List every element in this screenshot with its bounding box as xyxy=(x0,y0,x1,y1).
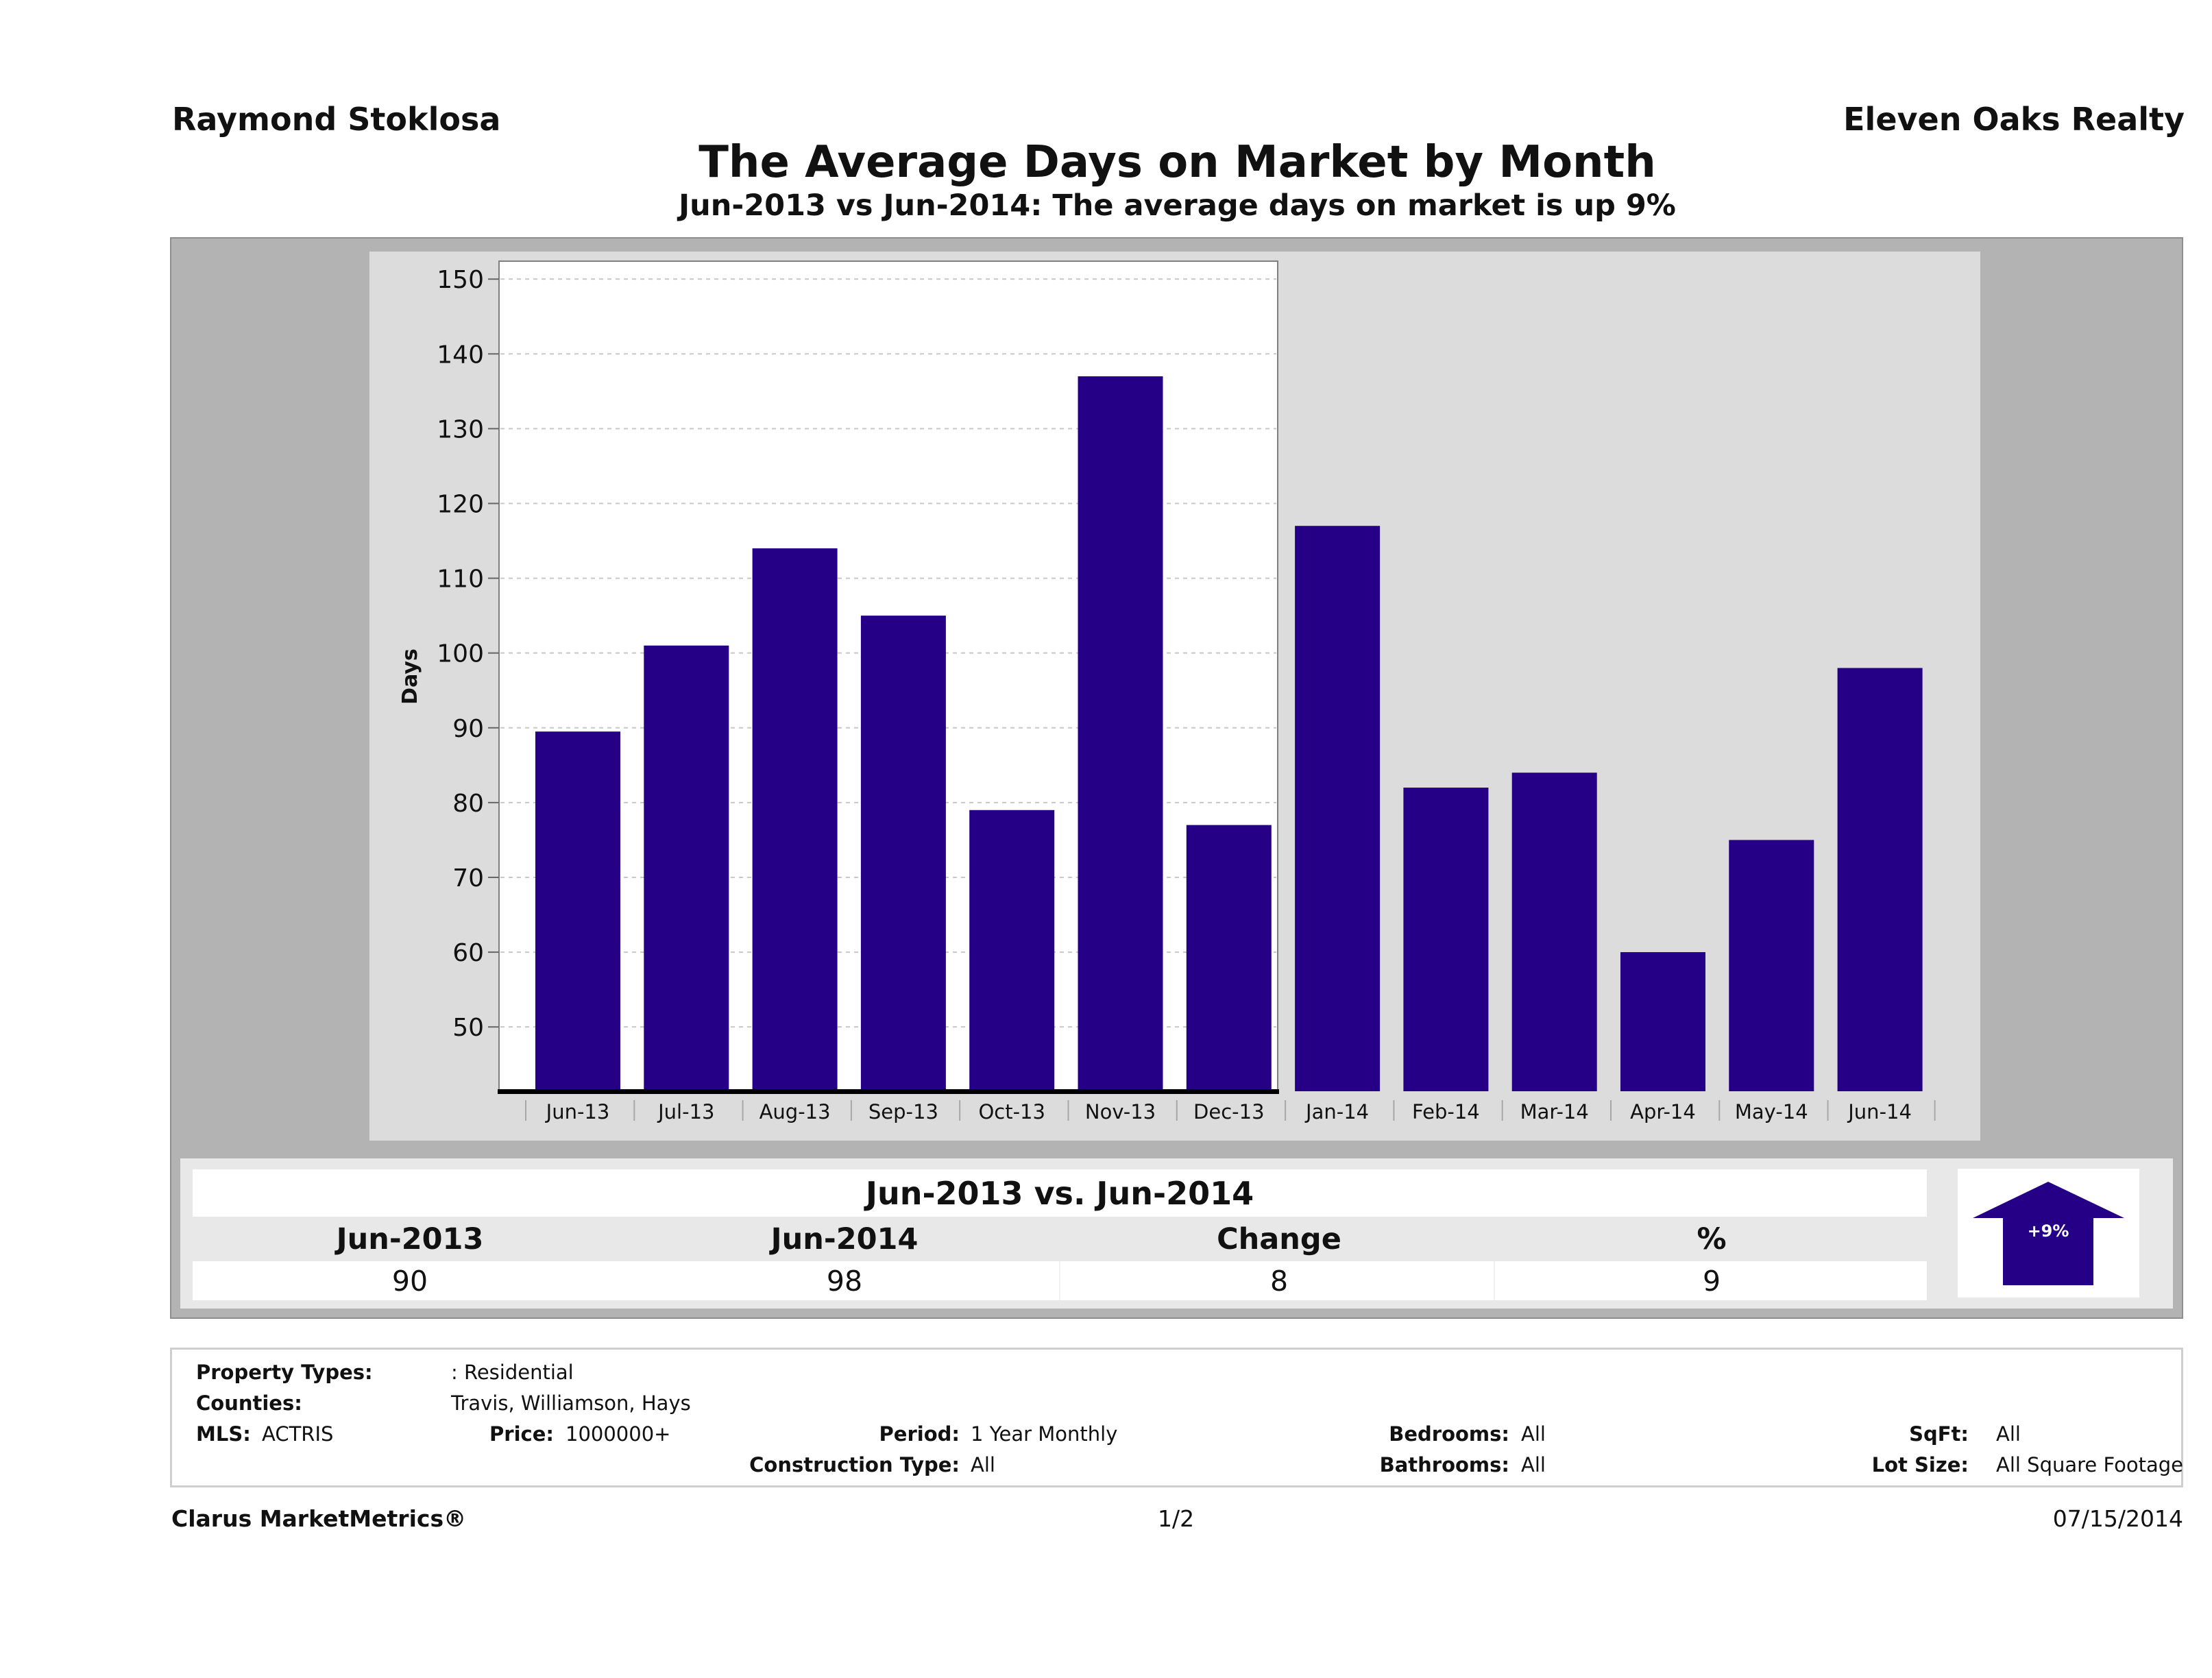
price-label: Price: xyxy=(489,1422,554,1446)
y-tick-label: 150 xyxy=(437,266,484,294)
x-tick-label: Feb-14 xyxy=(1412,1100,1480,1123)
summary-title-row: Jun-2013 vs. Jun-2014 xyxy=(193,1169,1927,1217)
y-tick-label: 130 xyxy=(437,415,484,443)
header-jun-2014: Jun-2014 xyxy=(770,1221,919,1256)
mls-value: ACTRIS xyxy=(262,1422,334,1446)
report-date: 07/15/2014 xyxy=(2052,1505,2183,1532)
x-tick-label: Jul-13 xyxy=(657,1100,714,1123)
bar-jun-13 xyxy=(535,731,620,1091)
lot-size-value: All Square Footage xyxy=(1996,1453,2184,1476)
footer-brand: Clarus MarketMetrics® xyxy=(171,1505,467,1532)
page-number: 1/2 xyxy=(1158,1505,1195,1532)
x-tick-label: Mar-14 xyxy=(1520,1100,1589,1123)
value-jun-2014: 98 xyxy=(826,1264,863,1298)
y-tick-label: 110 xyxy=(437,566,484,594)
bar-oct-13 xyxy=(969,810,1055,1091)
summary-header-row: Jun-2013 Jun-2014 Change % xyxy=(193,1217,1927,1261)
bar-apr-14 xyxy=(1620,952,1705,1091)
x-tick-label: Aug-13 xyxy=(759,1100,831,1123)
bar-mar-14 xyxy=(1511,773,1597,1091)
property-types-label: Property Types: xyxy=(196,1361,373,1384)
y-tick-label: 70 xyxy=(452,864,484,892)
y-axis-ticks: 50 60 70 80 90 100 110 120 130 140 150 xyxy=(437,266,499,1042)
y-axis-label: Days xyxy=(398,648,422,705)
bar-jul-13 xyxy=(644,645,729,1091)
price-value: 1000000+ xyxy=(566,1422,671,1446)
period-value: 1 Year Monthly xyxy=(971,1422,1118,1446)
trend-indicator: +9% xyxy=(1958,1169,2139,1298)
value-percent: 9 xyxy=(1702,1264,1721,1298)
brokerage-name: Eleven Oaks Realty xyxy=(1843,101,2185,138)
value-change: 8 xyxy=(1269,1264,1289,1298)
x-tick-label: Oct-13 xyxy=(978,1100,1045,1123)
bar-may-14 xyxy=(1729,840,1814,1091)
x-tick-label: Sep-13 xyxy=(868,1100,938,1123)
cell-divider xyxy=(1494,1261,1495,1300)
sqft-value: All xyxy=(1996,1422,2021,1446)
summary-table: Jun-2013 vs. Jun-2014 Jun-2013 Jun-2014 … xyxy=(180,1158,2173,1309)
bathrooms-label: Bathrooms: xyxy=(1379,1453,1509,1476)
cell-divider xyxy=(1059,1261,1060,1300)
y-tick-label: 100 xyxy=(437,640,484,668)
x-tick-label: Apr-14 xyxy=(1630,1100,1696,1123)
report-criteria: Property Types: : Residential Counties: … xyxy=(170,1348,2183,1487)
y-tick-label: 140 xyxy=(437,341,484,369)
y-tick-label: 60 xyxy=(452,939,484,967)
construction-type-value: All xyxy=(971,1453,995,1476)
property-types-value: : Residential xyxy=(451,1361,574,1384)
bars xyxy=(535,376,1923,1091)
x-axis-line xyxy=(498,1089,1279,1094)
y-tick-label: 80 xyxy=(452,790,484,818)
trend-badge-label: +9% xyxy=(2028,1221,2069,1241)
header-jun-2013: Jun-2013 xyxy=(336,1221,484,1256)
bedrooms-value: All xyxy=(1521,1422,1546,1446)
header-change: Change xyxy=(1217,1221,1341,1256)
y-tick-label: 120 xyxy=(437,490,484,518)
x-tick-label: Nov-13 xyxy=(1085,1100,1156,1123)
period-label: Period: xyxy=(879,1422,960,1446)
summary-title: Jun-2013 vs. Jun-2014 xyxy=(865,1174,1254,1212)
header-percent: % xyxy=(1697,1221,1727,1256)
chart-subtitle: Jun-2013 vs Jun-2014: The average days o… xyxy=(679,189,1676,223)
bar-feb-14 xyxy=(1403,788,1489,1091)
value-jun-2013: 90 xyxy=(391,1264,428,1298)
agent-name: Raymond Stoklosa xyxy=(172,101,501,138)
bar-chart: 50 60 70 80 90 100 110 120 130 140 150 Jun-13 Jul-1… xyxy=(398,260,1936,1123)
bar-aug-13 xyxy=(752,548,838,1091)
x-tick-label: May-14 xyxy=(1735,1100,1808,1123)
counties-value: Travis, Williamson, Hays xyxy=(451,1391,691,1415)
up-arrow-icon: +9% xyxy=(1973,1182,2124,1285)
bar-sep-13 xyxy=(860,616,946,1091)
bathrooms-value: All xyxy=(1521,1453,1546,1476)
construction-type-label: Construction Type: xyxy=(749,1453,960,1476)
counties-label: Counties: xyxy=(196,1391,302,1415)
summary-values-row: 90 98 8 9 xyxy=(193,1261,1927,1300)
bar-jun-14 xyxy=(1837,668,1923,1091)
mls-label: MLS: xyxy=(196,1422,251,1446)
bar-nov-13 xyxy=(1078,376,1163,1091)
x-axis-labels: Jun-13 Jul-13 Aug-13 Sep-13 Oct-13 Nov-13 Dec-… xyxy=(525,1100,1936,1123)
chart-panel: 50 60 70 80 90 100 110 120 130 140 150 Jun-13 Jul-1… xyxy=(369,252,1980,1141)
bar-jan-14 xyxy=(1295,526,1381,1091)
chart-title: The Average Days on Market by Month xyxy=(698,137,1656,188)
y-tick-label: 50 xyxy=(452,1014,484,1042)
bar-dec-13 xyxy=(1186,825,1272,1091)
x-tick-label: Jan-14 xyxy=(1304,1100,1369,1123)
x-tick-label: Jun-14 xyxy=(1847,1100,1912,1123)
x-tick-label: Dec-13 xyxy=(1193,1100,1264,1123)
bedrooms-label: Bedrooms: xyxy=(1389,1422,1509,1446)
lot-size-label: Lot Size: xyxy=(1871,1453,1969,1476)
x-tick-label: Jun-13 xyxy=(545,1100,610,1123)
sqft-label: SqFt: xyxy=(1909,1422,1969,1446)
y-tick-label: 90 xyxy=(452,715,484,743)
